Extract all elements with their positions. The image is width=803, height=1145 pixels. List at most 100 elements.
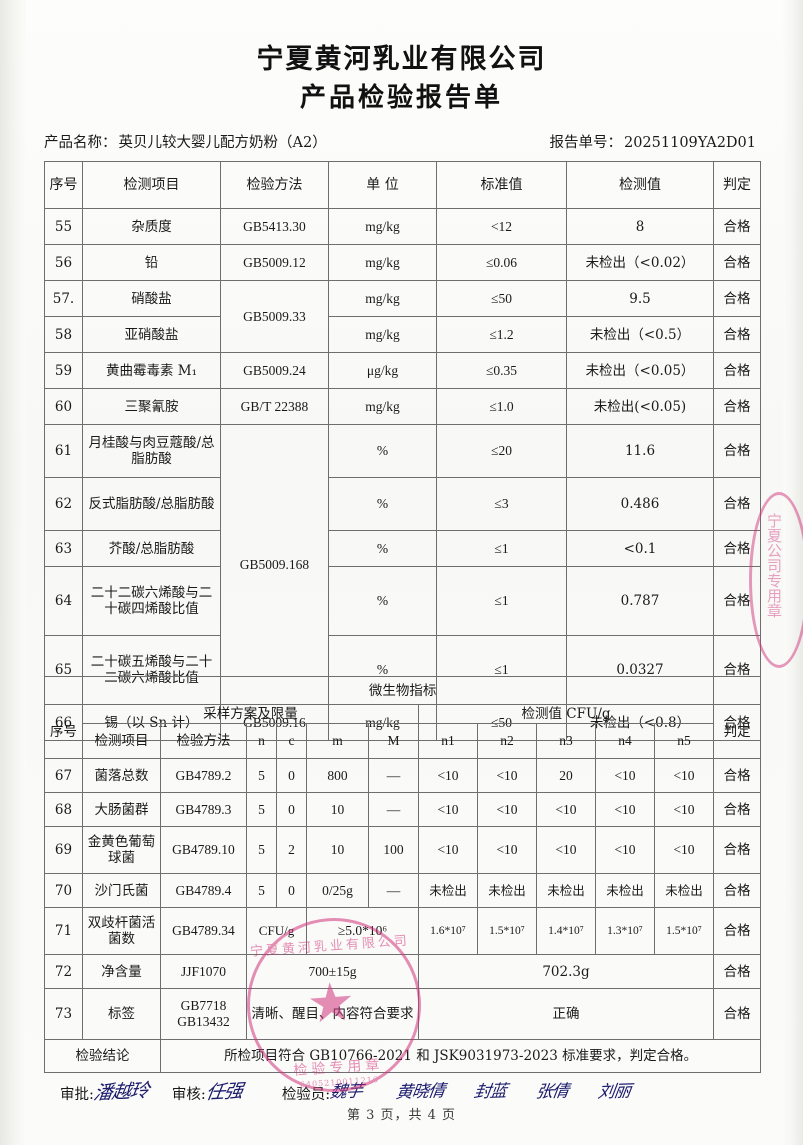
cell-item: 三聚氰胺 bbox=[82, 388, 221, 425]
cell-verdict: 合格 bbox=[713, 388, 761, 425]
cell-c: 0 bbox=[276, 873, 307, 908]
review-signature: 任强 bbox=[203, 1080, 244, 1104]
cell-standard: 清晰、醒目、内容符合要求 bbox=[246, 988, 419, 1040]
cell-n: 5 bbox=[246, 758, 277, 793]
cell-result: 702.3g bbox=[418, 954, 714, 989]
company-name: 宁夏黄河乳业有限公司 bbox=[256, 44, 547, 75]
cell-method-merged: GB5009.168 bbox=[220, 424, 329, 705]
cell-unit: mg/kg bbox=[328, 208, 437, 245]
cell-M: — bbox=[368, 792, 419, 827]
group-header-results: 检测值 CFU/g bbox=[418, 704, 714, 724]
cell-m: ≥5.0*10⁶ bbox=[306, 907, 419, 955]
cell-sn: 64 bbox=[44, 566, 83, 636]
col-header-method: 检验方法 bbox=[220, 161, 329, 209]
col-header-verdict: 判定 bbox=[712, 704, 762, 759]
cell-n3: 1.4*10⁷ bbox=[536, 907, 596, 955]
table-row: 61 月桂酸与肉豆蔻酸/总脂肪酸 GB5009.168 % ≤20 11.6 合… bbox=[44, 424, 761, 705]
col-header-M: M bbox=[368, 723, 419, 759]
title-block: 宁夏黄河乳业有限公司 产品检验报告单 bbox=[0, 42, 803, 116]
table-row: 59 黄曲霉毒素 M₁ GB5009.24 μg/kg ≤0.35 未检出（<0… bbox=[44, 352, 761, 389]
cell-method: GB4789.2 bbox=[160, 758, 247, 793]
cell-unit: % bbox=[328, 530, 437, 567]
cell-method: JJF1070 bbox=[160, 954, 247, 989]
col-header-n: n bbox=[246, 723, 277, 759]
report-no-group: 报告单号： 20251109YA2D01 bbox=[549, 131, 760, 152]
cell-verdict: 合格 bbox=[713, 280, 761, 317]
table-row: 60 三聚氰胺 GB/T 22388 mg/kg ≤1.0 未检出(<0.05)… bbox=[44, 388, 761, 425]
paper-edge-left bbox=[0, 0, 26, 1145]
table-row-label: 73 标签 GB7718 GB13432 清晰、醒目、内容符合要求 正确 合格 bbox=[44, 988, 762, 1040]
cell-m: 800 bbox=[306, 758, 369, 793]
cell-result: <0.1 bbox=[566, 530, 714, 567]
inspector-signature-4: 张倩 bbox=[534, 1081, 570, 1103]
table-row: 55 杂质度 GB5413.30 mg/kg <12 8 合格 bbox=[44, 208, 761, 245]
inspector-group: 检验员: 魏芋 bbox=[282, 1081, 364, 1104]
cell-item: 沙门氏菌 bbox=[82, 873, 161, 908]
micro-header-row: 检测项目 检验方法 n c m M n1 n2 n3 n4 n5 bbox=[45, 723, 761, 759]
col-header-n5: n5 bbox=[654, 723, 714, 759]
col-header-n4: n4 bbox=[595, 723, 655, 759]
cell-item: 菌落总数 bbox=[82, 758, 161, 793]
micro-section-title: 微生物指标 bbox=[43, 676, 762, 705]
cell-unit: % bbox=[328, 424, 437, 478]
cell-verdict: 合格 bbox=[713, 566, 761, 636]
cell-n5: 1.5*10⁷ bbox=[654, 907, 714, 955]
cell-result: 未检出（<0.05） bbox=[566, 352, 714, 389]
product-name-label: 产品名称： bbox=[44, 134, 117, 151]
table-row: 57. 硝酸盐 GB5009.33 mg/kg ≤50 9.5 合格 bbox=[44, 280, 761, 353]
cell-method: GB4789.10 bbox=[160, 826, 247, 874]
cell-standard: ≤1.0 bbox=[436, 388, 567, 425]
approve-signature: 潘越玲 bbox=[91, 1079, 150, 1105]
cell-result: 9.5 bbox=[566, 280, 714, 317]
cell-n: 5 bbox=[246, 792, 277, 827]
cell-n5: <10 bbox=[654, 826, 714, 874]
approve-label: 审批: bbox=[60, 1087, 94, 1103]
cell-item: 二十二碳六烯酸与二十碳四烯酸比值 bbox=[82, 566, 221, 636]
cell-unit: mg/kg bbox=[328, 316, 437, 353]
col-header-unit: 单 位 bbox=[328, 161, 437, 209]
cell-method: GB/T 22388 bbox=[220, 388, 329, 425]
cell-verdict: 合格 bbox=[713, 352, 761, 389]
cell-n4: <10 bbox=[595, 758, 655, 793]
col-header-standard: 标准值 bbox=[436, 161, 567, 209]
cell-item: 月桂酸与肉豆蔻酸/总脂肪酸 bbox=[82, 424, 221, 478]
cell-standard: ≤0.35 bbox=[436, 352, 567, 389]
cell-item: 大肠菌群 bbox=[82, 792, 161, 827]
cell-result: 0.787 bbox=[566, 566, 714, 636]
cell-result: 正确 bbox=[418, 988, 714, 1040]
table-row: 58 亚硝酸盐 mg/kg ≤1.2 未检出（<0.5） 合格 bbox=[44, 316, 761, 353]
col-header-sn: 序号 bbox=[44, 161, 83, 209]
cell-sn: 61 bbox=[44, 424, 83, 478]
review-label: 审核: bbox=[171, 1087, 206, 1103]
col-header-n2: n2 bbox=[477, 723, 537, 759]
cell-method: GB4789.4 bbox=[160, 873, 247, 908]
approve-group: 审批: 潘越玲 bbox=[60, 1079, 150, 1105]
cell-n4: <10 bbox=[595, 826, 655, 874]
product-name-value: 英贝儿较大婴儿配方奶粉（A2） bbox=[118, 134, 327, 151]
cell-sn: 69 bbox=[44, 826, 83, 874]
cell-n1: 未检出 bbox=[418, 873, 478, 908]
report-no-value: 20251109YA2D01 bbox=[623, 134, 756, 151]
cell-n4: 未检出 bbox=[595, 873, 655, 908]
micro-section-title-row: 微生物指标 bbox=[43, 676, 762, 705]
cell-item: 黄曲霉毒素 M₁ bbox=[82, 352, 221, 389]
cell-M: 100 bbox=[368, 826, 419, 874]
cell-n2: 未检出 bbox=[477, 873, 537, 908]
table-row: 67 菌落总数 GB4789.2 5 0 800 — <10 <10 20 <1… bbox=[44, 758, 762, 793]
cell-verdict: 合格 bbox=[713, 424, 761, 478]
table-row: 68 大肠菌群 GB4789.3 5 0 10 — <10 <10 <10 <1… bbox=[44, 792, 762, 827]
review-group: 审核: 任强 bbox=[171, 1080, 244, 1104]
cell-item: 铅 bbox=[82, 244, 221, 281]
cell-verdict: 合格 bbox=[712, 988, 762, 1040]
table-row: 64 二十二碳六烯酸与二十碳四烯酸比值 % ≤1 0.787 合格 bbox=[44, 566, 761, 636]
col-header-c: c bbox=[276, 723, 307, 759]
cell-standard: ≤50 bbox=[436, 280, 567, 317]
cell-n5: <10 bbox=[654, 758, 714, 793]
page-footer: 第 3 页，共 4 页 bbox=[346, 1108, 457, 1123]
cell-sn: 73 bbox=[44, 988, 83, 1040]
cell-sn: 60 bbox=[44, 388, 83, 425]
cell-item: 反式脂肪酸/总脂肪酸 bbox=[82, 477, 221, 531]
method-line-2: GB13432 bbox=[177, 1014, 230, 1029]
cell-c: 2 bbox=[276, 826, 307, 874]
cell-verdict: 合格 bbox=[713, 477, 761, 531]
